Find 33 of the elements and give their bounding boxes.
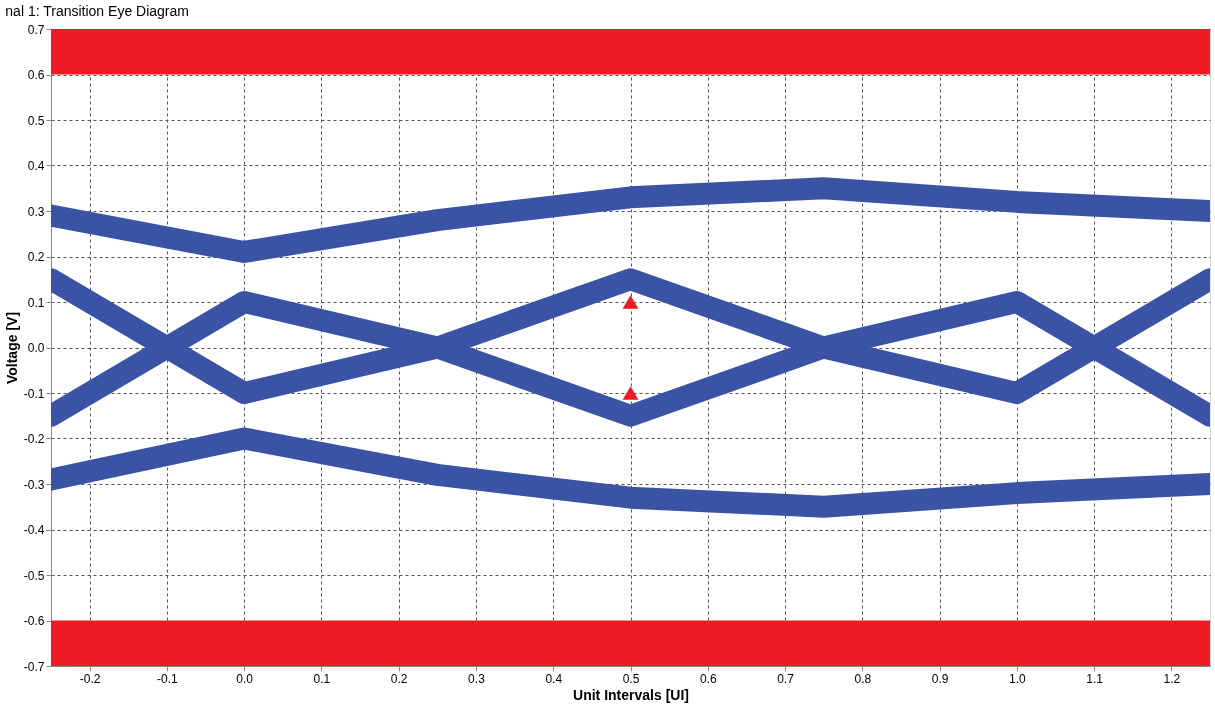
x-tick-label: 0.5 xyxy=(622,671,640,686)
x-tick-label: 0.2 xyxy=(390,671,408,686)
y-tick-label: -0.7 xyxy=(23,659,45,674)
x-tick-label: 0.8 xyxy=(854,671,872,686)
x-tick-label: 0.4 xyxy=(545,671,563,686)
y-tick-label: 0.6 xyxy=(27,68,45,82)
x-tick-label: 1.0 xyxy=(1008,671,1026,686)
y-tick-label: -0.5 xyxy=(23,568,45,583)
x-tick-label: 0.6 xyxy=(699,671,717,686)
x-tick-label: 1.2 xyxy=(1163,671,1181,686)
y-axis-title: Voltage [V] xyxy=(3,311,20,385)
y-tick-label: -0.1 xyxy=(23,386,45,401)
y-tick-label: 0.3 xyxy=(27,204,45,219)
y-tick-label: -0.6 xyxy=(23,614,45,628)
x-tick-label: 0.7 xyxy=(777,671,795,686)
x-tick-label: 0.9 xyxy=(931,671,949,686)
y-tick-label: 0.4 xyxy=(27,159,45,173)
chart-title: nal 1: Transition Eye Diagram xyxy=(5,3,189,19)
y-tick-label: -0.4 xyxy=(23,523,45,537)
x-tick-label: 0.3 xyxy=(468,671,486,686)
y-tick-label: 0.2 xyxy=(27,250,45,264)
y-tick-label: 0.1 xyxy=(27,295,45,310)
x-axis-title: Unit Intervals [UI] xyxy=(573,686,689,703)
y-tick-label: 0.5 xyxy=(27,113,45,128)
y-tick-label: -0.3 xyxy=(23,477,45,492)
x-tick-label: -0.2 xyxy=(79,671,101,686)
x-tick-label: 0.0 xyxy=(236,671,254,686)
y-tick-label: 0.0 xyxy=(27,341,45,355)
x-tick-label: -0.1 xyxy=(157,671,179,686)
x-tick-label: 0.1 xyxy=(313,671,331,686)
y-tick-label: -0.2 xyxy=(23,432,45,446)
y-tick-label: 0.7 xyxy=(27,22,45,37)
x-tick-label: 1.1 xyxy=(1086,671,1104,686)
